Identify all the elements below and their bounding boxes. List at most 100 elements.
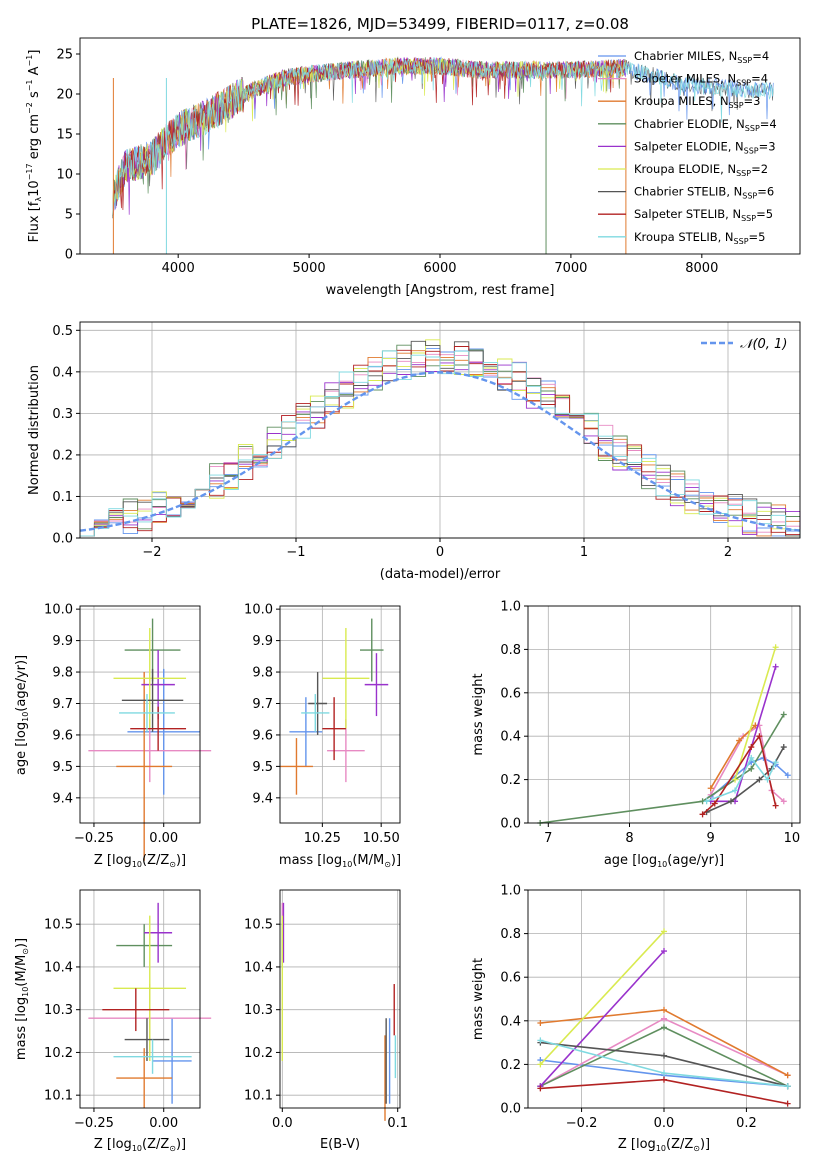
mass-weight-marker [772,644,779,651]
axes-frame [279,605,401,824]
mass-weight-marker [703,798,710,805]
y-tick-label: 0.2 [52,448,73,463]
mass-weight-marker [661,1024,667,1031]
x-tick-label: 7 [544,831,552,846]
mass-weight-line [539,950,665,1087]
residual-axes: −2 −1 0 1 2 0.0 0.1 0.2 0.3 0.4 0.5 [52,324,732,560]
mass-weight-marker [537,1019,544,1026]
x-tick-label: 9 [707,831,715,846]
y-tick-label: 9.8 [252,666,273,681]
plot-area [537,644,791,826]
weight-vs-age-panel: 7 8 9 10 0.0 0.2 0.4 0.6 0.8 1.0 age [log10(age/yr… [471,600,801,869]
legend-label: Kroupa STELIB, NSSP=5 [634,230,765,246]
y-tick-label: 0.3 [52,407,73,422]
y-tick-label: 0.2 [500,1058,521,1073]
x-tick-label: 0.0 [654,1116,675,1131]
axes-frame [79,889,201,1109]
legend-label: Chabrier ELODIE, NSSP=4 [634,117,777,133]
y-axis-label: mass weight [471,673,486,755]
y-tick-label: 20 [56,88,73,103]
mass-weight-marker [711,800,718,807]
y-tick-label: 9.5 [252,760,273,775]
y-tick-label: 0.4 [500,1014,521,1029]
mass-weight-line [734,646,777,780]
y-tick-label: 10.0 [244,603,273,618]
x-tick-label: 0.0 [272,1116,293,1131]
plot-area [88,902,212,1108]
mass-weight-marker [732,776,739,783]
y-tick-label: 9.4 [252,791,273,806]
x-tick-label: 8000 [685,261,718,276]
y-tick-label: 9.6 [52,728,73,743]
y-tick-label: 0 [65,248,73,263]
spectrum-xlabel: wavelength [Angstrom, rest frame] [326,283,555,298]
spectrum-panel: PLATE=1826, MJD=53499, FIBERID=0117, z=0… [25,15,801,298]
spectrum-title: PLATE=1826, MJD=53499, FIBERID=0117, z=0… [251,15,629,33]
gaussian-curve [79,371,801,532]
residual-ylabel: Normed distribution [27,365,42,495]
x-tick-label: −2 [142,545,161,560]
gaussian-legend-label: 𝒩(0, 1) [740,337,787,352]
x-tick-label: −0.25 [74,1116,114,1131]
y-tick-label: 25 [56,48,73,63]
x-axis-label: E(B-V) [320,1137,360,1152]
plot-area [280,618,389,795]
y-axis-label: age [log10(age/yr)] [14,655,30,775]
mass-weight-marker [756,733,763,740]
mass-weight-marker [784,1100,791,1107]
y-tick-label: 10.5 [244,918,273,933]
plot-area [281,902,397,1121]
x-tick-label: 7000 [554,261,587,276]
y-tick-label: 0.8 [500,927,521,942]
y-tick-label: 9.6 [252,728,273,743]
x-tick-label: −0.2 [566,1116,598,1131]
mass-weight-marker [772,802,779,809]
spectrum-ylabel: Flux [fλ10−17 erg cm−2 s−1 A−1] [25,50,43,243]
y-tick-label: 9.4 [52,791,73,806]
x-tick-label: 6000 [423,261,456,276]
y-tick-label: 0.6 [500,686,521,701]
y-tick-label: 9.7 [52,697,73,712]
x-tick-label: 10.50 [363,831,400,846]
mass-weight-marker [748,744,755,751]
spectrum-lines [112,56,774,254]
y-tick-label: 5 [65,208,73,223]
y-axis-label: mass [log10(M/M⊙)] [14,938,30,1060]
legend-label: Chabrier MILES, NSSP=4 [634,49,769,65]
mass-weight-marker [748,754,755,761]
axes-frame [279,889,401,1109]
y-tick-label: 0.4 [52,365,73,380]
y-tick-label: 10.2 [44,1046,73,1061]
y-tick-label: 10.1 [44,1089,73,1104]
y-tick-label: 9.9 [252,634,273,649]
x-tick-label: 10.25 [304,831,341,846]
y-tick-label: 10.0 [44,603,73,618]
residual-legend: 𝒩(0, 1) [701,337,787,352]
y-tick-label: 10.3 [44,1003,73,1018]
mass-weight-marker [780,711,787,718]
y-tick-label: 0.8 [500,643,521,658]
histogram-8 [79,350,801,538]
x-tick-label: −0.25 [74,831,114,846]
mass-weight-marker [661,1052,667,1059]
y-tick-label: 0.0 [500,1102,521,1117]
spectrum-axes: 4000 5000 6000 7000 8000 0 5 10 15 20 25 [56,48,718,277]
x-tick-label: 2 [724,545,732,560]
mass-weight-marker [772,663,779,670]
y-tick-label: 1.0 [500,600,521,615]
mass-weight-marker [784,1083,791,1090]
legend-label: Salpeter MILES, NSSP=4 [634,72,768,88]
age-vs-mass-panel: 10.25 10.50 9.4 9.5 9.6 9.7 9.8 9.9 10.0 mass [lo… [244,603,401,869]
mass-weight-marker [736,737,743,744]
y-tick-label: 9.5 [52,760,73,775]
x-tick-label: 0.00 [149,1116,178,1131]
x-axis-label: Z [log10(Z/Z⊙)] [618,1137,710,1153]
mass-weight-marker [748,765,755,772]
y-tick-label: 0.0 [500,817,521,832]
y-tick-label: 10 [56,168,73,183]
y-tick-label: 10.1 [244,1089,273,1104]
x-tick-label: 0.2 [736,1116,757,1131]
legend-label: Kroupa ELODIE, NSSP=2 [634,162,768,178]
plot-area [88,618,212,861]
